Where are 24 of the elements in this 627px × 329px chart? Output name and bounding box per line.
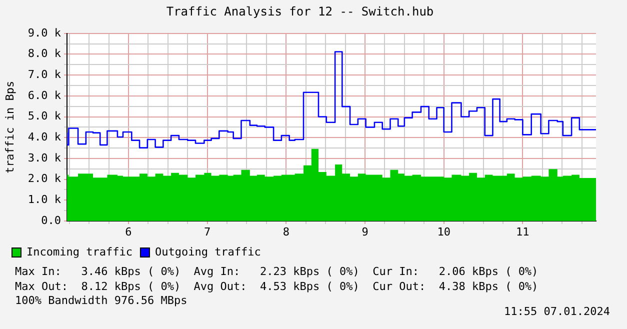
x-tick-label: 8 xyxy=(282,225,290,238)
y-tick-label: 2.0 k xyxy=(28,172,62,186)
x-tick-label: 10 xyxy=(437,225,450,238)
x-tick-label: 11 xyxy=(516,225,530,238)
y-tick-label: 0.0 xyxy=(41,214,61,227)
x-tick-label: 7 xyxy=(204,225,211,238)
y-tick-label: 8.0 k xyxy=(28,47,62,60)
y-tick-label: 9.0 k xyxy=(28,26,62,40)
legend-label: Incoming traffic xyxy=(26,245,132,258)
y-axis-title: traffic in Bps xyxy=(3,80,16,174)
x-tick-label: 6 xyxy=(125,225,132,238)
y-tick-label: 6.0 k xyxy=(28,88,62,102)
text: 11:55 07.01.2024 xyxy=(504,305,610,319)
text: Max Out: 8.12 kBps ( 0%) Avg Out: 4.53 kBps ( 0%) Cur Out: 4.38 kBps ( 0%) xyxy=(15,280,538,294)
y-tick-label: 5.0 k xyxy=(28,110,62,123)
y-tick-label: 4.0 k xyxy=(28,130,62,144)
y-tick-label: 3.0 k xyxy=(28,151,62,164)
chart-title: Traffic Analysis for 12 -- Switch.hub xyxy=(166,4,434,18)
legend-label: Outgoing traffic xyxy=(154,245,261,258)
y-tick-label: 1.0 k xyxy=(28,193,62,206)
text: 100% Bandwidth 976.56 MBps xyxy=(15,294,188,308)
x-tick-label: 9 xyxy=(362,225,368,238)
y-tick-label: 7.0 k xyxy=(28,68,62,81)
text: Max In: 3.46 kBps ( 0%) Avg In: 2.23 kBps ( 0%) Cur In: 2.06 kBps ( 0%) xyxy=(15,265,538,279)
